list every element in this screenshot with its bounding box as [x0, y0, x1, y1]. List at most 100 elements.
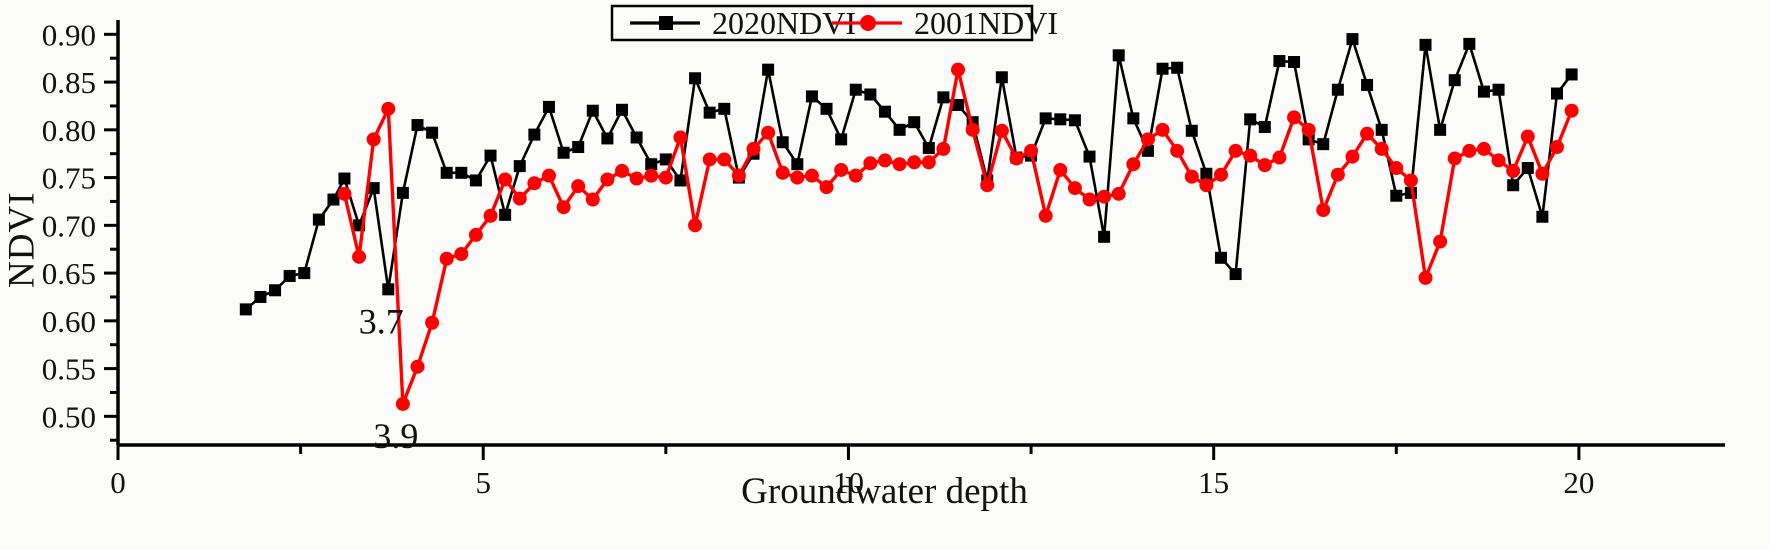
data-point-2001ndvi: [863, 156, 878, 171]
data-point-2001ndvi: [644, 168, 659, 183]
data-point-2001ndvi: [585, 192, 600, 207]
data-point-2020ndvi: [864, 88, 877, 101]
data-point-2001ndvi: [746, 141, 761, 156]
data-point-2001ndvi: [819, 180, 834, 195]
data-point-2001ndvi: [834, 162, 849, 177]
data-point-2001ndvi: [1287, 110, 1302, 125]
legend-marker-2020ndvi: [659, 16, 673, 30]
data-point-2020ndvi: [878, 105, 891, 118]
data-point-2001ndvi: [673, 130, 688, 145]
data-point-2001ndvi: [439, 251, 454, 266]
data-point-2020ndvi: [1171, 61, 1184, 74]
data-point-2020ndvi: [674, 174, 687, 187]
data-point-2001ndvi: [848, 168, 863, 183]
data-point-2020ndvi: [952, 99, 965, 111]
data-point-2001ndvi: [921, 155, 936, 170]
data-point-2020ndvi: [1492, 83, 1505, 96]
data-point-2020ndvi: [805, 90, 818, 103]
data-point-2001ndvi: [1330, 167, 1345, 182]
data-point-2020ndvi: [426, 126, 439, 139]
data-point-2020ndvi: [1521, 162, 1534, 175]
legend-label-2001ndvi: 2001NDVI: [914, 5, 1058, 41]
data-point-2020ndvi: [499, 208, 512, 221]
data-point-2020ndvi: [382, 283, 395, 296]
data-point-2001ndvi: [936, 141, 951, 156]
data-point-2020ndvi: [1273, 55, 1286, 68]
data-point-2020ndvi: [849, 83, 862, 96]
data-point-2020ndvi: [283, 269, 296, 282]
y-tick-label: 0.55: [42, 352, 96, 387]
data-point-2001ndvi: [658, 170, 673, 185]
data-point-2020ndvi: [937, 91, 950, 104]
data-point-2001ndvi: [761, 125, 776, 140]
data-point-2020ndvi: [542, 100, 555, 113]
data-point-2001ndvi: [1433, 234, 1448, 249]
data-point-2001ndvi: [1024, 143, 1039, 158]
legend-marker-2001ndvi: [860, 15, 876, 31]
data-point-2001ndvi: [1097, 189, 1112, 204]
data-point-2020ndvi: [1098, 230, 1111, 243]
data-point-2020ndvi: [718, 102, 731, 115]
y-tick-label: 0.85: [42, 65, 96, 100]
data-point-2020ndvi: [1083, 150, 1096, 163]
data-point-2020ndvi: [1419, 38, 1432, 51]
data-point-2020ndvi: [1463, 37, 1476, 50]
data-point-2001ndvi: [1345, 149, 1360, 164]
data-point-2020ndvi: [1507, 179, 1520, 192]
data-point-2001ndvi: [1403, 173, 1418, 188]
data-point-2020ndvi: [1258, 120, 1271, 133]
data-point-2020ndvi: [1448, 74, 1461, 87]
data-point-2001ndvi: [980, 178, 995, 193]
y-tick-label: 0.70: [42, 208, 96, 243]
y-tick-label: 0.80: [42, 113, 96, 148]
data-point-2020ndvi: [1141, 144, 1154, 157]
data-point-2001ndvi: [1316, 203, 1331, 218]
data-point-2001ndvi: [600, 172, 615, 187]
data-point-2001ndvi: [483, 208, 498, 223]
data-point-2020ndvi: [820, 102, 833, 115]
y-axis-title: NDVI: [1, 191, 43, 289]
data-point-2020ndvi: [689, 72, 702, 85]
data-point-2020ndvi: [440, 166, 453, 179]
data-point-2001ndvi: [688, 218, 703, 233]
data-point-2001ndvi: [629, 171, 644, 186]
data-point-2001ndvi: [1082, 192, 1097, 207]
data-point-2001ndvi: [1564, 103, 1579, 118]
data-point-2020ndvi: [455, 166, 468, 179]
data-point-2020ndvi: [1361, 78, 1374, 91]
data-point-2020ndvi: [995, 71, 1008, 84]
data-point-2001ndvi: [1126, 157, 1141, 172]
data-point-2001ndvi: [1520, 129, 1535, 144]
data-point-2001ndvi: [425, 315, 440, 330]
data-point-2001ndvi: [1140, 132, 1155, 147]
data-point-2020ndvi: [528, 128, 541, 141]
data-point-2020ndvi: [1551, 87, 1563, 100]
data-point-2020ndvi: [484, 149, 497, 162]
legend-label-2020ndvi: 2020NDVI: [712, 5, 856, 41]
data-point-2001ndvi: [804, 168, 819, 183]
data-point-2001ndvi: [1301, 122, 1316, 137]
data-point-2020ndvi: [762, 63, 775, 76]
data-point-2001ndvi: [1038, 208, 1053, 223]
y-tick-label: 0.50: [42, 399, 96, 434]
data-point-2020ndvi: [411, 119, 424, 132]
x-tick-label: 20: [1563, 465, 1594, 500]
data-point-2001ndvi: [790, 170, 805, 185]
data-point-2020ndvi: [630, 131, 643, 144]
annotation-3-9: 3.9: [373, 416, 418, 456]
data-point-2020ndvi: [1434, 123, 1447, 136]
data-point-2020ndvi: [1375, 123, 1388, 136]
data-point-2001ndvi: [1418, 270, 1433, 285]
data-point-2020ndvi: [1214, 251, 1227, 264]
data-point-2001ndvi: [1374, 141, 1389, 156]
data-point-2001ndvi: [1550, 140, 1564, 155]
data-point-2020ndvi: [469, 174, 482, 187]
data-point-2020ndvi: [835, 133, 848, 146]
data-point-2020ndvi: [367, 182, 380, 195]
x-tick-label: 10: [833, 465, 864, 500]
data-point-2001ndvi: [1389, 161, 1404, 176]
data-point-2001ndvi: [512, 191, 527, 206]
data-point-2020ndvi: [586, 104, 599, 117]
data-point-2001ndvi: [1184, 169, 1199, 184]
